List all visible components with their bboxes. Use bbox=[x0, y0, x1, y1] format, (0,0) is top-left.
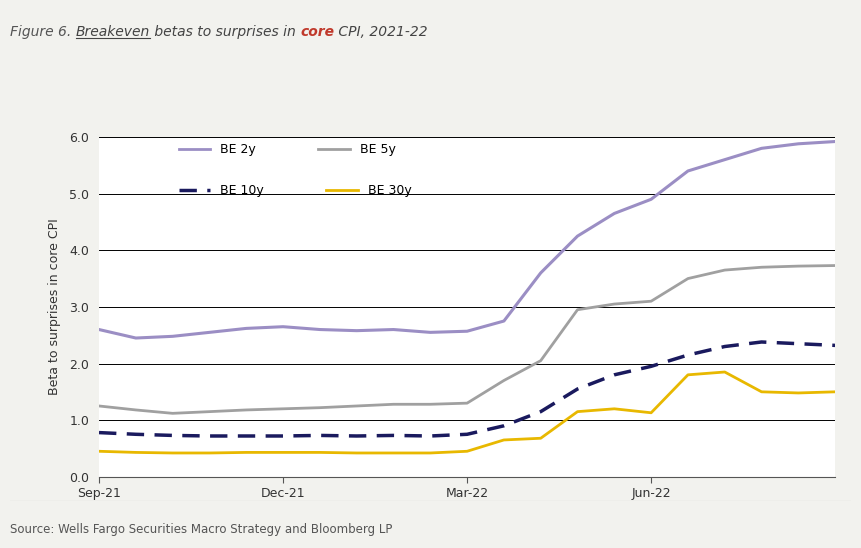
Text: Figure 6.: Figure 6. bbox=[10, 25, 76, 39]
Legend: BE 10y, BE 30y: BE 10y, BE 30y bbox=[179, 184, 412, 197]
Text: Breakeven: Breakeven bbox=[76, 25, 150, 39]
Y-axis label: Beta to surprises in core CPI: Beta to surprises in core CPI bbox=[48, 219, 61, 395]
Text: CPI, 2021-22: CPI, 2021-22 bbox=[334, 25, 428, 39]
Text: core: core bbox=[300, 25, 334, 39]
Text: betas to surprises in: betas to surprises in bbox=[150, 25, 300, 39]
Text: Source: Wells Fargo Securities Macro Strategy and Bloomberg LP: Source: Wells Fargo Securities Macro Str… bbox=[10, 523, 393, 536]
